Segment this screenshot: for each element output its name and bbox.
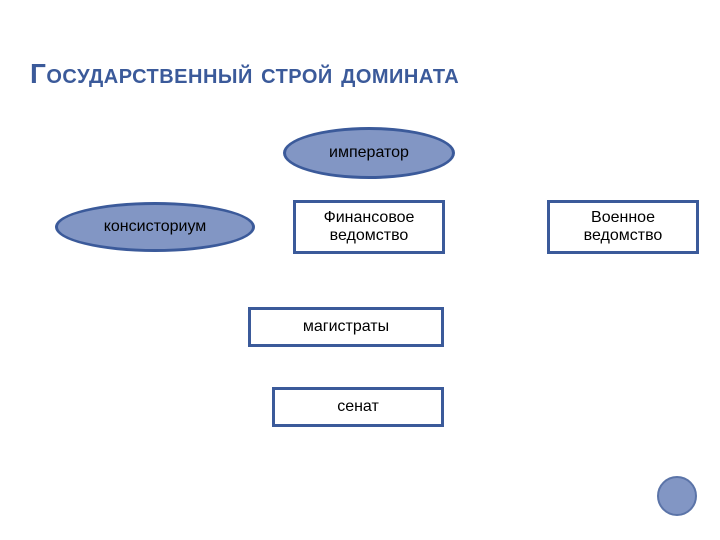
node-finance: Финансовое ведомство <box>293 200 445 254</box>
node-finance-label: Финансовое ведомство <box>296 209 442 246</box>
node-magistrates: магистраты <box>248 307 444 347</box>
node-senate-label: сенат <box>337 398 379 416</box>
node-consistorium: консисториум <box>55 202 255 252</box>
node-consistorium-label: консисториум <box>104 218 207 236</box>
node-senate: сенат <box>272 387 444 427</box>
node-emperor: император <box>283 127 455 179</box>
node-emperor-label: император <box>329 144 409 162</box>
node-magistrates-label: магистраты <box>303 318 389 336</box>
diagram-stage: { "title": { "text": "Государственный ст… <box>0 0 720 540</box>
corner-dot-icon <box>657 476 697 516</box>
page-title: Государственный строй домината <box>30 58 459 90</box>
node-military-label: Военное ведомство <box>550 209 696 246</box>
node-military: Военное ведомство <box>547 200 699 254</box>
